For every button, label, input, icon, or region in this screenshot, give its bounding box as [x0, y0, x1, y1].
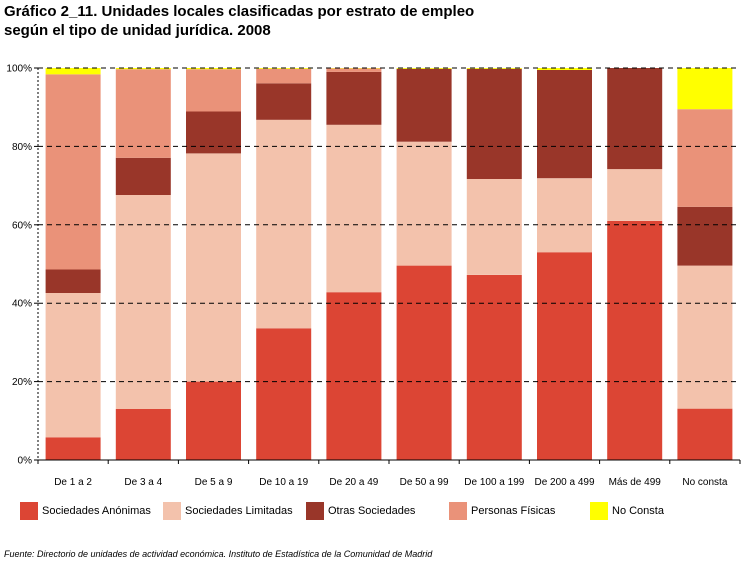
legend-label: No Consta — [612, 505, 664, 517]
bar-segment-10-series-4 — [677, 109, 733, 207]
bar-segment-1-series-3 — [45, 269, 101, 293]
bar-segment-7-series-3 — [466, 68, 522, 179]
bar-segment-6-series-5 — [396, 68, 452, 69]
bar-segment-2-series-1 — [115, 409, 171, 460]
bar-segment-1-series-5 — [45, 68, 101, 75]
bar-segment-1-series-1 — [45, 437, 101, 460]
bar-segment-8-series-3 — [537, 70, 592, 179]
bar-segment-8-series-1 — [537, 252, 592, 460]
source-note: Fuente: Directorio de unidades de activi… — [4, 549, 433, 559]
bar-segment-5-series-1 — [326, 292, 382, 460]
bar-segment-3-series-2 — [186, 153, 241, 382]
bar-segment-3-series-4 — [186, 69, 241, 112]
bar-segment-9-series-1 — [607, 220, 663, 460]
bar-segment-1-series-4 — [45, 74, 101, 270]
bar-segment-8-series-5 — [537, 68, 592, 70]
bar-segment-1-series-2 — [45, 293, 101, 438]
legend-item: Sociedades Anónimas — [20, 502, 151, 520]
chart-title-line2: según el tipo de unidad jurídica. 2008 — [4, 22, 271, 39]
legend-swatch — [449, 502, 467, 520]
chart-legend: Sociedades Anónimas Sociedades Limitadas O… — [0, 502, 748, 522]
legend-item: Sociedades Limitadas — [163, 502, 293, 520]
y-tick-label: 100% — [6, 64, 32, 75]
legend-label: Sociedades Anónimas — [42, 505, 151, 517]
bar-segment-6-series-1 — [396, 265, 452, 460]
y-tick-label: 0% — [18, 456, 33, 467]
x-tick-label: Más de 499 — [609, 477, 662, 488]
bar-segment-3-series-1 — [186, 381, 241, 460]
bar-segment-5-series-2 — [326, 124, 382, 293]
legend-label: Personas Físicas — [471, 505, 556, 517]
chart-title: Gráfico 2_11. Unidades locales clasifica… — [4, 2, 474, 40]
legend-item: Otras Sociedades — [306, 502, 415, 520]
x-tick-label: De 3 a 4 — [124, 477, 162, 488]
bar-segment-10-series-5 — [677, 68, 733, 110]
bar-segment-8-series-2 — [537, 178, 592, 253]
x-tick-label: De 200 a 499 — [534, 477, 594, 488]
bar-segment-4-series-4 — [256, 68, 312, 84]
x-tick-label: De 5 a 9 — [195, 477, 233, 488]
bar-segment-9-series-3 — [607, 68, 663, 170]
legend-swatch — [163, 502, 181, 520]
bar-segment-10-series-2 — [677, 265, 733, 409]
chart-title-line1: Gráfico 2_11. Unidades locales clasifica… — [4, 3, 475, 20]
bar-segment-6-series-2 — [396, 141, 452, 266]
bar-segment-9-series-2 — [607, 169, 663, 221]
bar-segment-3-series-3 — [186, 111, 241, 154]
x-tick-label: De 50 a 99 — [400, 477, 449, 488]
legend-label: Sociedades Limitadas — [185, 505, 293, 517]
legend-label: Otras Sociedades — [328, 505, 416, 517]
bar-segment-7-series-5 — [466, 68, 522, 69]
x-tick-label: De 1 a 2 — [54, 477, 92, 488]
bar-segment-4-series-1 — [256, 328, 312, 460]
x-tick-label: No consta — [682, 477, 727, 488]
bar-segment-6-series-3 — [396, 68, 452, 142]
legend-swatch — [590, 502, 608, 520]
bar-segment-2-series-4 — [115, 69, 171, 158]
bar-segment-2-series-3 — [115, 157, 171, 195]
stacked-bar-chart: De 1 a 2 De 3 a 4 De 5 a 9 De 10 a 19 De 20 … — [6, 64, 741, 488]
bar-segment-10-series-1 — [677, 408, 733, 460]
y-tick-label: 60% — [12, 220, 32, 231]
bar-segment-7-series-1 — [466, 275, 522, 460]
x-tick-label: De 20 a 49 — [329, 477, 378, 488]
bar-segment-7-series-2 — [466, 178, 522, 275]
bar-segment-3-series-5 — [186, 68, 241, 70]
bar-segment-5-series-3 — [326, 71, 382, 125]
legend-item: Personas Físicas — [449, 502, 555, 520]
bar-segment-4-series-2 — [256, 119, 312, 329]
legend-swatch — [20, 502, 38, 520]
bar-segment-5-series-4 — [326, 68, 382, 72]
x-tick-label: De 10 a 19 — [259, 477, 308, 488]
y-tick-label: 20% — [12, 377, 32, 388]
bar-segment-10-series-3 — [677, 206, 733, 266]
legend-item: No Consta — [590, 502, 664, 520]
y-tick-label: 40% — [12, 299, 32, 310]
y-tick-label: 80% — [12, 142, 32, 153]
bar-segment-2-series-5 — [115, 68, 171, 70]
bar-segment-4-series-3 — [256, 83, 312, 120]
x-tick-label: De 100 a 199 — [464, 477, 524, 488]
legend-swatch — [306, 502, 324, 520]
bar-segment-2-series-2 — [115, 195, 171, 409]
